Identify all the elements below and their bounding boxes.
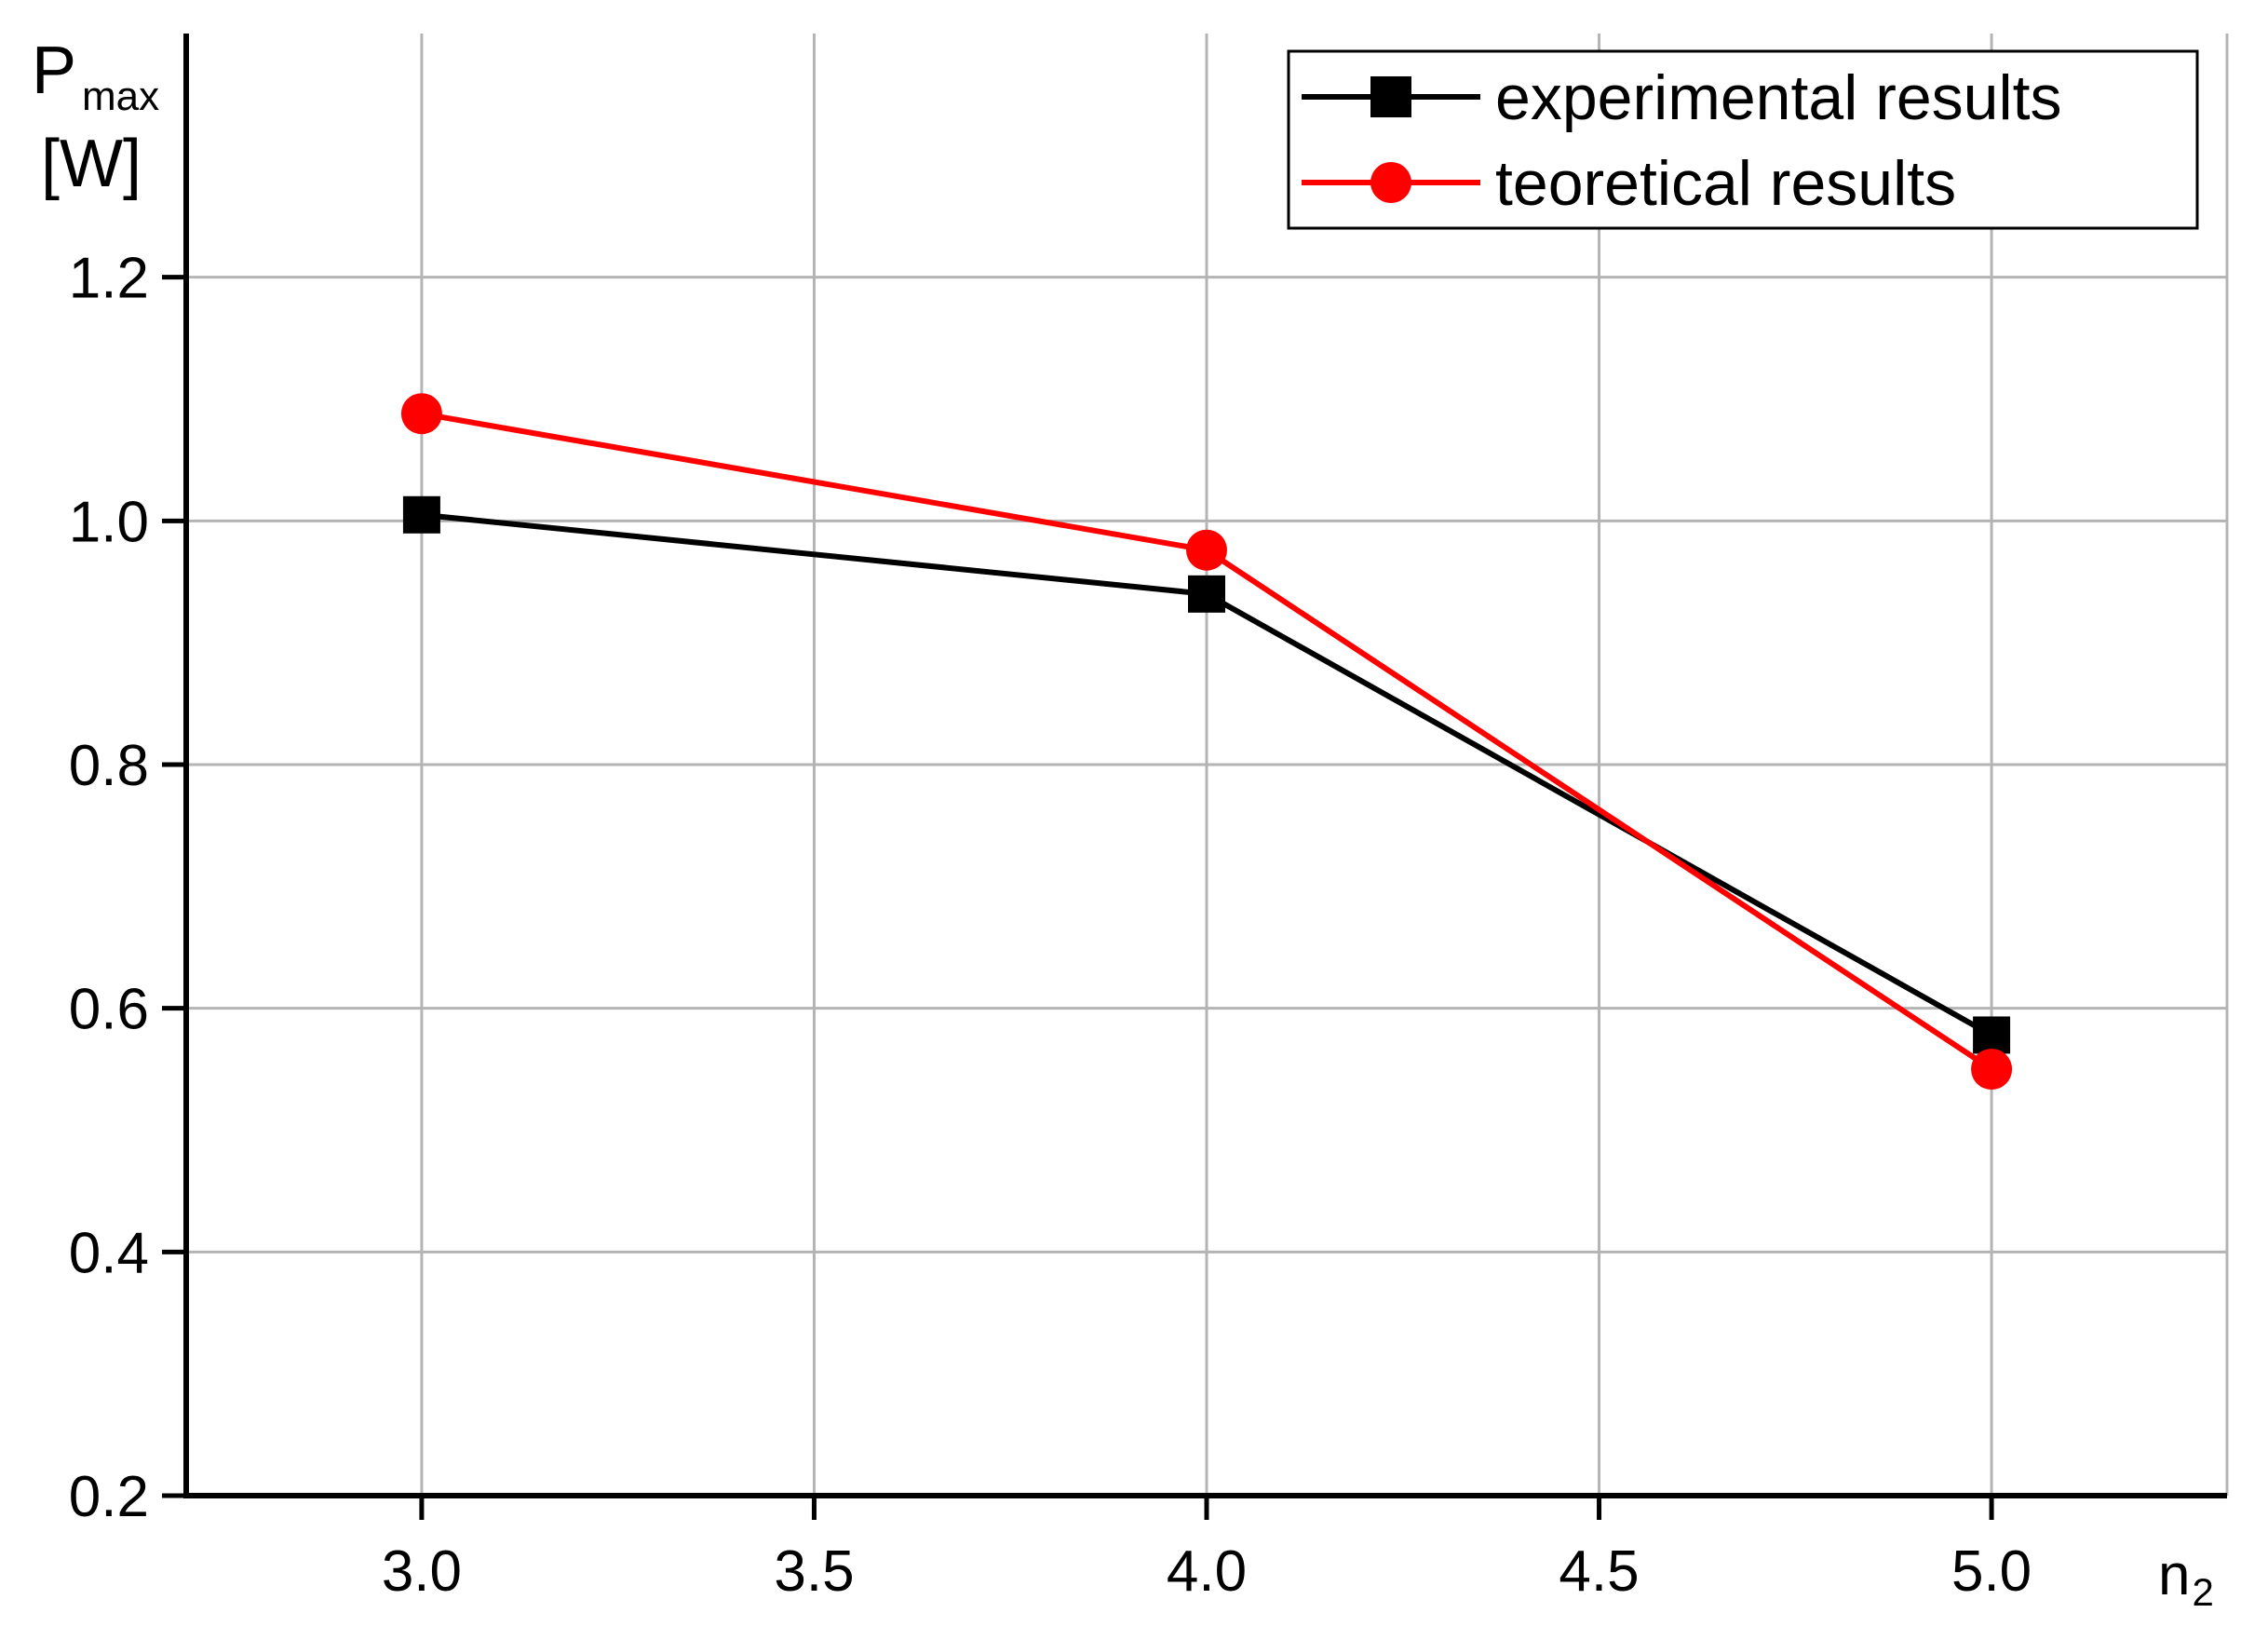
x-tick-label: 4.0	[1167, 1539, 1247, 1604]
x-tick-label: 5.0	[1951, 1539, 2032, 1604]
data-point-teoretical	[1186, 529, 1227, 571]
data-point-teoretical	[400, 393, 442, 435]
x-axis-label-main: n	[2158, 1543, 2190, 1607]
x-axis-label: n2	[2158, 1543, 2214, 1614]
y-axis-label-sub: max	[82, 74, 159, 119]
data-point-experimental	[1973, 1016, 2011, 1054]
x-axis-label-sub: 2	[2192, 1570, 2213, 1614]
data-point-experimental	[402, 495, 440, 534]
series-layer	[400, 393, 2013, 1091]
x-tick-label: 3.0	[382, 1539, 462, 1604]
y-tick-label: 0.8	[69, 734, 149, 798]
y-tick-label: 0.6	[69, 978, 149, 1042]
y-axis-label-main: P	[32, 34, 76, 108]
legend: experimental results teoretical results	[1287, 49, 2199, 230]
x-tick-label: 4.5	[1559, 1539, 1639, 1604]
data-point-experimental	[1188, 575, 1225, 613]
ticks: 3.0 3.5 4.0 4.5 5.0 0.2 0.4 0.6 0.8 1.0 1.2	[69, 247, 2032, 1604]
legend-box	[1287, 49, 2199, 230]
legend-label-teoretical: teoretical results	[1495, 148, 1956, 219]
y-tick-label: 1.2	[69, 247, 149, 311]
y-axis-unit: [W]	[41, 127, 142, 201]
legend-marker-circle	[1370, 162, 1411, 203]
data-point-teoretical	[1971, 1049, 2013, 1091]
y-tick-label: 1.0	[69, 490, 149, 554]
grid-lines	[186, 34, 2229, 1498]
legend-marker-square	[1370, 76, 1411, 117]
x-tick-label: 3.5	[774, 1539, 854, 1604]
y-tick-label: 0.4	[69, 1221, 149, 1285]
y-tick-label: 0.2	[69, 1465, 149, 1529]
legend-label-experimental: experimental results	[1495, 62, 2061, 133]
